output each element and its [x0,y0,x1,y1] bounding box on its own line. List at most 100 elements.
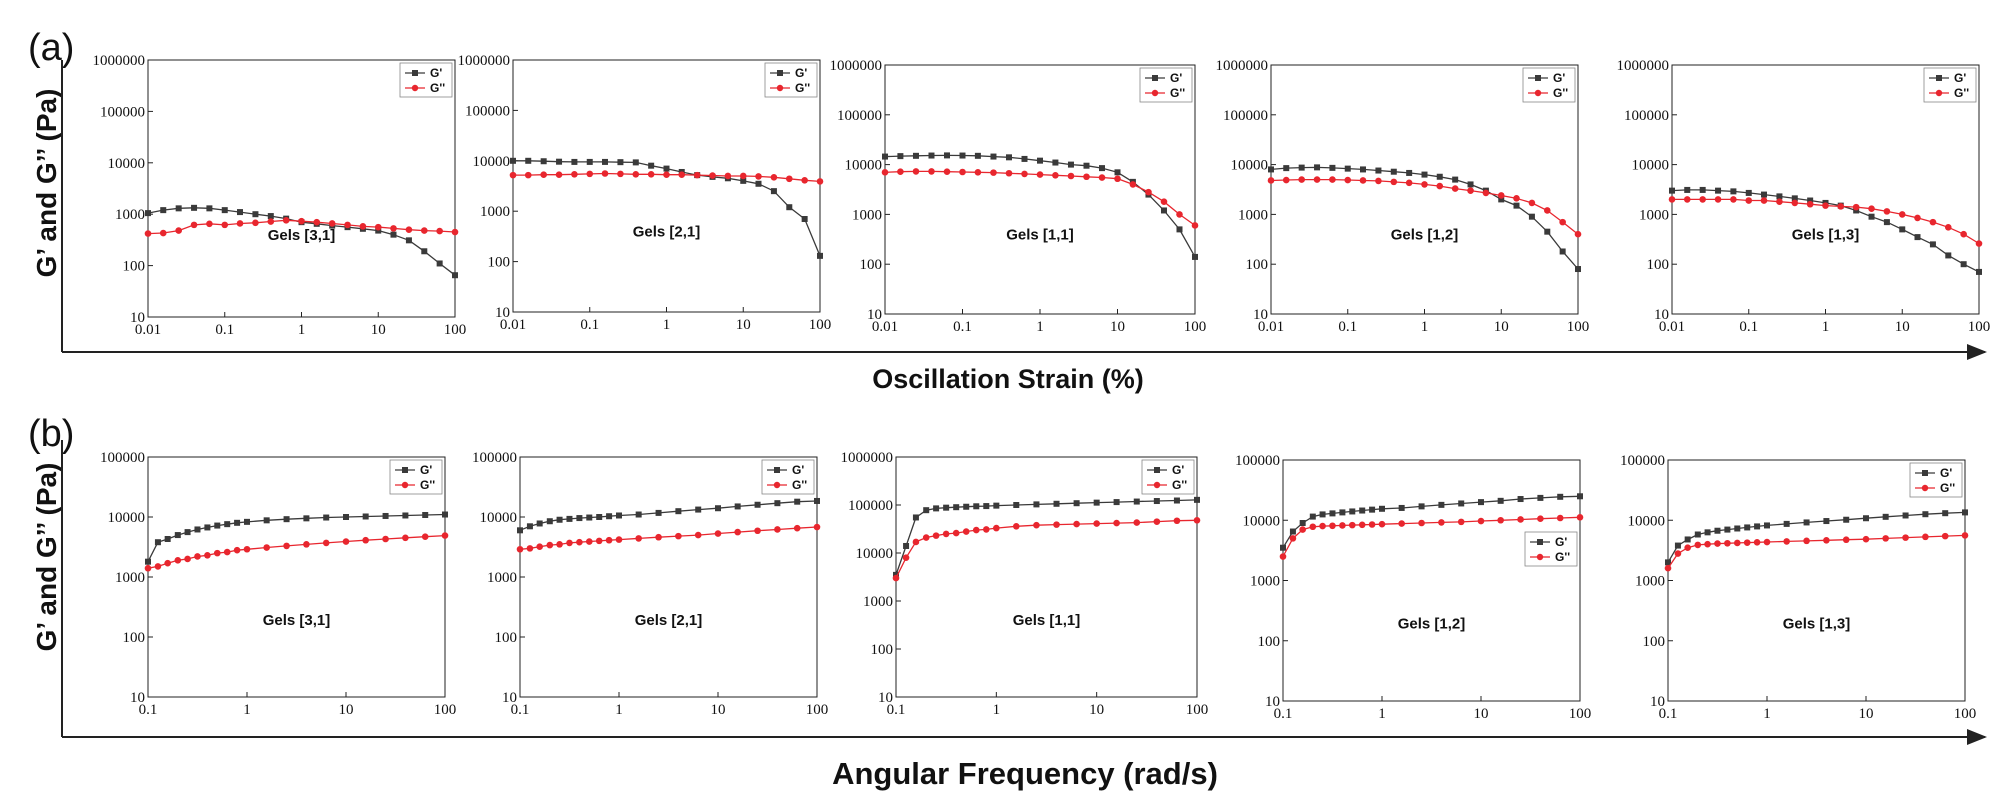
data-point-g-prime [571,158,578,165]
legend-marker-g-double-prime [1935,89,1943,97]
x-tick-label: 100 [1567,319,1590,335]
data-point-g-prime [1791,195,1798,202]
data-point-g-prime [601,158,608,165]
legend-marker-g-prime [774,467,780,473]
data-point-g-double-prime [421,533,429,540]
data-point-g-prime [794,498,801,505]
data-point-g-double-prime [1191,222,1199,229]
data-point-g-double-prime [184,555,191,563]
data-point-g-double-prime [1451,185,1459,192]
data-point-g-double-prime [252,219,259,227]
data-point-g-double-prime [1289,535,1297,542]
x-tick-label: 0.01 [872,319,898,335]
data-point-g-double-prime [595,537,603,545]
data-point-g-prime [1807,197,1814,204]
data-point-g-prime [817,252,823,259]
legend-entry-label: G' [1170,71,1182,85]
legend-marker-g-prime [1922,470,1928,476]
y-tick-label: 100 [1246,257,1269,273]
data-point-g-prime [145,210,151,217]
data-point-g-prime [263,517,270,524]
data-point-g-prime [632,159,639,166]
data-point-g-prime [675,508,682,515]
data-point-g-double-prime [175,227,182,234]
data-point-g-prime [1452,176,1459,183]
data-point-g-double-prime [1556,514,1564,522]
data-point-g-double-prime [1378,520,1386,528]
legend: G'G'' [1522,67,1576,103]
data-point-g-prime [1776,193,1783,200]
data-point-g-double-prime [902,554,910,561]
y-tick-label: 100000 [100,104,145,120]
data-point-g-double-prime [1299,526,1306,533]
data-point-g-prime [576,515,583,522]
data-point-g-prime [734,503,741,510]
data-point-g-double-prime [283,542,290,550]
data-point-g-prime [204,524,211,531]
data-point-g-double-prime [1053,521,1060,528]
data-point-g-double-prime [328,220,336,227]
data-point-g-prime [1557,493,1564,500]
legend-box [1141,459,1195,495]
data-point-g-double-prime [601,170,609,177]
data-point-g-prime [1724,526,1731,533]
data-point-g-double-prime [724,172,732,180]
x-tick-label: 10 [371,322,386,338]
plot-frame [147,59,456,318]
data-point-g-double-prime [1922,533,1929,541]
data-point-g-prime [616,512,622,519]
data-point-g-prime [959,152,966,159]
data-point-g-double-prime [1348,521,1356,529]
data-point-g-double-prime [213,549,221,557]
legend-marker-g-double-prime [773,481,781,489]
legend-entry-label: G' [1555,535,1567,549]
data-point-g-double-prime [1193,517,1201,524]
data-point-g-double-prime [1133,519,1141,526]
data-point-g-prime [1559,248,1566,255]
data-point-g-prime [983,503,990,510]
data-point-g-prime [1528,213,1535,220]
x-tick-label: 1 [1763,706,1771,722]
x-tick-label: 100 [809,317,832,333]
data-point-g-prime [1021,155,1028,162]
data-point-g-prime [1734,525,1741,532]
x-tick-label: 0.1 [887,702,906,718]
data-point-g-prime [1498,196,1505,203]
data-point-g-double-prime [1574,230,1582,238]
x-tick-label: 1 [298,322,306,338]
data-point-g-double-prime [555,171,563,178]
data-point-g-double-prime [536,543,543,550]
data-point-g-prime [1764,522,1770,529]
data-point-g-double-prime [1528,199,1536,207]
x-tick-label: 1 [993,702,1001,718]
data-point-g-prime [1823,518,1830,525]
data-point-g-prime [267,213,274,220]
data-point-g-double-prime [816,178,824,185]
y-tick-label: 100 [871,642,894,658]
y-tick-label: 1000 [480,204,510,220]
legend-marker-g-prime [777,70,783,76]
data-point-g-prime [566,515,573,522]
y-tick-label: 100 [860,257,883,273]
data-point-g-prime [375,227,382,234]
chart-5: 0.01 0.1 1 10 100 10 100 1000 10000 100000 1000000… [1617,58,1991,335]
y-tick-label: 100 [1643,634,1666,650]
x-tick-label: 10 [1089,702,1104,718]
data-point-g-double-prime [342,538,350,545]
data-point-g-prime [1194,496,1200,503]
data-point-g-prime [1883,219,1890,226]
chart-3: 0.01 0.1 1 10 100 10 100 1000 10000 100000 1000000… [830,58,1207,335]
data-point-g-double-prime [1730,196,1737,203]
data-point-g-double-prime [770,174,778,181]
legend-entry-label: G' [795,66,807,80]
data-point-g-prime [1745,189,1752,196]
x-axis-label-a: Oscillation Strain (%) [872,364,1144,394]
data-point-g-prime [244,518,250,525]
data-point-g-double-prime [174,556,182,564]
x-tick-label: 100 [1569,706,1592,722]
x-tick-label: 0.1 [1338,319,1357,335]
data-point-g-prime [525,157,532,164]
y-tick-label: 1000 [1238,207,1268,223]
data-point-g-prime [1153,498,1160,505]
data-point-g-double-prime [774,526,781,533]
